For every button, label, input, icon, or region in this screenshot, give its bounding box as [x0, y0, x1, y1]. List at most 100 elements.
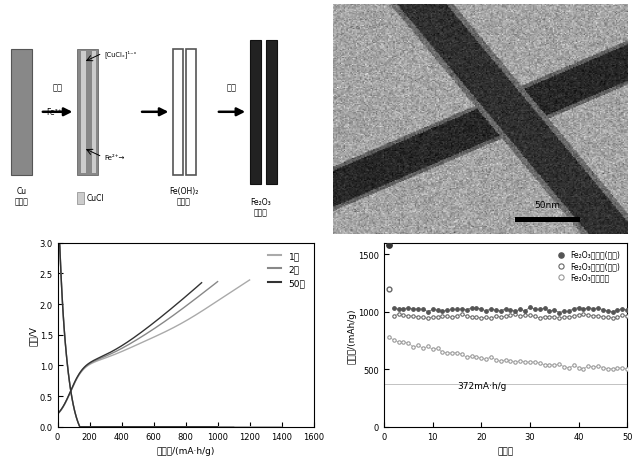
- Point: [452, 349, 462, 357]
- Point: [442, 313, 452, 320]
- Point: [461, 313, 472, 320]
- Point: [422, 343, 433, 350]
- Point: [603, 308, 613, 315]
- Point: [622, 307, 632, 314]
- Point: [495, 308, 506, 315]
- Point: [388, 313, 399, 320]
- Point: [398, 305, 408, 313]
- Point: [540, 361, 550, 369]
- Bar: [11, 50, 32, 175]
- Point: [447, 306, 457, 313]
- Bar: [77, 50, 98, 175]
- Point: [476, 305, 486, 313]
- 2圈: [230, 424, 237, 430]
- Bar: [515, 218, 580, 223]
- Point: [520, 358, 530, 365]
- Point: [467, 304, 477, 312]
- Point: [554, 314, 564, 322]
- 50圈: [214, 424, 221, 430]
- Y-axis label: 电压/V: 电压/V: [29, 325, 38, 345]
- 1圈: [127, 424, 135, 430]
- 2圈: [111, 424, 119, 430]
- 1圈: [143, 424, 150, 430]
- Line: 50圈: 50圈: [58, 243, 218, 427]
- Point: [534, 315, 545, 322]
- Point: [573, 304, 584, 312]
- Point: [530, 358, 540, 366]
- Bar: [186, 50, 196, 175]
- Point: [413, 313, 423, 321]
- Point: [525, 359, 535, 366]
- Point: [583, 304, 593, 312]
- Point: [418, 306, 428, 313]
- Point: [433, 307, 443, 314]
- Point: [384, 334, 394, 341]
- 2圈: [165, 424, 173, 430]
- Point: [500, 313, 511, 320]
- Point: [476, 355, 486, 362]
- Point: [403, 340, 413, 347]
- Point: [388, 305, 399, 312]
- 1圈: [216, 424, 224, 430]
- Point: [388, 336, 399, 344]
- Point: [467, 313, 477, 321]
- Point: [486, 305, 496, 313]
- Point: [559, 313, 569, 321]
- Point: [500, 356, 511, 364]
- Point: [461, 354, 472, 361]
- Point: [554, 309, 564, 317]
- Y-axis label: 比容量/(mAh/g): 比容量/(mAh/g): [348, 308, 356, 363]
- 2圈: [76, 424, 84, 430]
- Point: [520, 308, 530, 315]
- 2圈: [75, 422, 83, 427]
- Point: [530, 313, 540, 320]
- Point: [433, 314, 443, 321]
- Point: [495, 314, 506, 321]
- Point: [471, 353, 481, 361]
- Point: [428, 313, 438, 321]
- 50圈: [76, 424, 84, 430]
- Point: [408, 313, 419, 320]
- Point: [452, 312, 462, 319]
- Point: [544, 308, 554, 315]
- Point: [452, 306, 462, 313]
- Point: [403, 305, 413, 312]
- Point: [486, 353, 496, 360]
- Point: [588, 312, 598, 319]
- Bar: [266, 40, 277, 185]
- 50圈: [118, 424, 125, 430]
- Point: [603, 365, 613, 372]
- Bar: [250, 40, 262, 185]
- Point: [471, 305, 481, 313]
- 2圈: [181, 424, 189, 430]
- Point: [598, 313, 608, 321]
- Point: [447, 349, 457, 357]
- Text: [CuClₓ]¹⁻ˣ: [CuClₓ]¹⁻ˣ: [104, 50, 136, 58]
- 1圈: [81, 424, 89, 430]
- Text: Fe²⁺→: Fe²⁺→: [104, 155, 124, 161]
- 50圈: [170, 424, 177, 430]
- Point: [481, 314, 492, 321]
- 50圈: [54, 241, 61, 246]
- Point: [520, 312, 530, 319]
- Point: [442, 349, 452, 357]
- Point: [568, 313, 579, 320]
- Text: CuCl: CuCl: [86, 194, 104, 203]
- Legend: 1圈, 2圈, 50圈: 1圈, 2圈, 50圈: [264, 248, 309, 291]
- Point: [408, 306, 419, 313]
- Point: [568, 362, 579, 369]
- Point: [428, 346, 438, 353]
- Point: [617, 312, 627, 319]
- Point: [418, 345, 428, 352]
- Point: [573, 311, 584, 319]
- Point: [525, 312, 535, 319]
- Point: [515, 306, 525, 313]
- Text: Fe(OH)₂
纳米管: Fe(OH)₂ 纳米管: [170, 187, 198, 206]
- Point: [617, 364, 627, 372]
- Point: [530, 305, 540, 313]
- Point: [564, 308, 574, 315]
- Point: [457, 351, 467, 358]
- Point: [617, 305, 627, 313]
- Point: [500, 305, 511, 313]
- Point: [612, 307, 623, 314]
